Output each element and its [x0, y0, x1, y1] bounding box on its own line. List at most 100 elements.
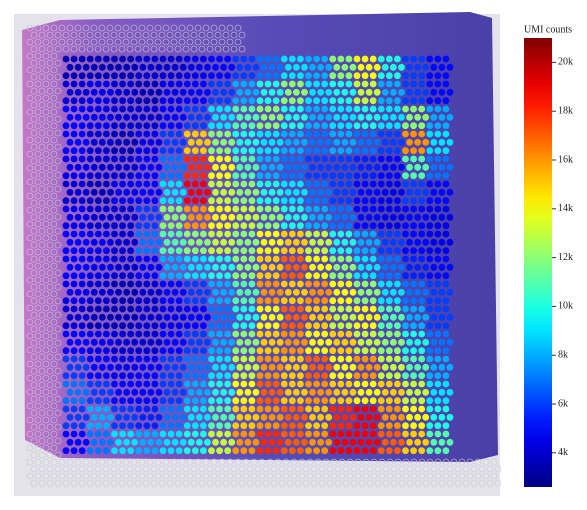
spot: [135, 197, 143, 205]
spot: [70, 347, 78, 355]
spot: [288, 147, 296, 155]
empty-spot: [30, 465, 38, 473]
spot: [333, 63, 341, 71]
spot: [309, 388, 316, 396]
spot-cell: [426, 280, 454, 305]
spot: [385, 55, 393, 63]
spot: [135, 355, 143, 363]
spot: [167, 105, 175, 113]
empty-spot: [30, 409, 38, 417]
spot: [78, 355, 86, 363]
spot: [357, 388, 365, 396]
spot: [252, 313, 260, 321]
spot: [107, 63, 114, 71]
spot-cell: [159, 105, 187, 130]
empty-spot: [134, 45, 142, 53]
spot: [369, 80, 377, 88]
empty-spot: [38, 45, 46, 53]
spot: [256, 297, 264, 305]
spot: [373, 413, 381, 421]
empty-spot: [38, 213, 46, 221]
spot: [385, 247, 393, 255]
spot: [313, 122, 320, 130]
spot: [377, 155, 385, 163]
spot: [131, 238, 139, 246]
empty-spot: [46, 101, 54, 109]
spot: [426, 147, 434, 155]
empty-spot: [34, 52, 42, 60]
spot: [438, 363, 446, 371]
spot: [135, 255, 143, 263]
spot: [305, 355, 312, 363]
spot: [305, 305, 312, 313]
spot: [200, 147, 207, 155]
spot: [385, 72, 393, 80]
spot: [175, 147, 183, 155]
spot: [175, 422, 183, 430]
spot: [151, 55, 159, 63]
spot: [103, 147, 110, 155]
spot: [86, 97, 94, 105]
spot: [127, 222, 135, 230]
spot: [240, 347, 248, 355]
spot: [406, 338, 413, 346]
empty-spot: [242, 472, 250, 480]
spot-cell: [305, 180, 333, 205]
spot: [418, 72, 426, 80]
empty-spot: [50, 374, 58, 382]
spot-cell: [377, 255, 405, 280]
spot: [442, 380, 450, 388]
spot: [127, 130, 135, 138]
spot: [175, 105, 183, 113]
spot: [288, 447, 296, 455]
spot: [369, 247, 377, 255]
spot: [119, 280, 126, 288]
spot: [353, 72, 361, 80]
spot: [252, 88, 260, 96]
spot: [135, 55, 143, 63]
spot: [70, 222, 78, 230]
spot: [179, 213, 187, 221]
empty-spot: [202, 472, 210, 480]
spot: [127, 305, 135, 313]
spot: [143, 430, 151, 438]
spot-cell: [208, 330, 236, 355]
spot: [385, 280, 393, 288]
spot: [228, 213, 236, 221]
spot: [276, 288, 284, 296]
spot: [183, 97, 191, 105]
spot: [244, 113, 252, 121]
empty-spot: [282, 472, 290, 480]
spot: [264, 180, 272, 188]
spot: [119, 255, 126, 263]
spot: [216, 147, 223, 155]
spot: [171, 363, 179, 371]
spot: [426, 447, 434, 455]
empty-spot: [46, 297, 54, 305]
empty-spot: [38, 479, 46, 487]
empty-spot: [50, 234, 58, 242]
spot: [341, 363, 349, 371]
spot: [317, 363, 325, 371]
empty-spot: [50, 150, 58, 158]
spot-cell: [280, 430, 308, 455]
spot: [398, 438, 405, 446]
spot-cell: [183, 355, 211, 380]
spot: [224, 205, 232, 213]
empty-spot: [114, 472, 122, 480]
empty-spot: [370, 458, 378, 466]
empty-spot: [50, 136, 58, 144]
spot: [321, 422, 329, 430]
spot: [353, 380, 361, 388]
spot: [107, 138, 114, 146]
empty-spot: [262, 479, 270, 487]
spot: [321, 147, 329, 155]
empty-spot: [38, 465, 46, 473]
spot: [292, 438, 300, 446]
spot: [410, 347, 417, 355]
empty-spot: [462, 465, 470, 473]
spot: [252, 388, 260, 396]
spot: [240, 122, 248, 130]
empty-spot: [118, 45, 126, 53]
empty-spot: [54, 269, 62, 277]
